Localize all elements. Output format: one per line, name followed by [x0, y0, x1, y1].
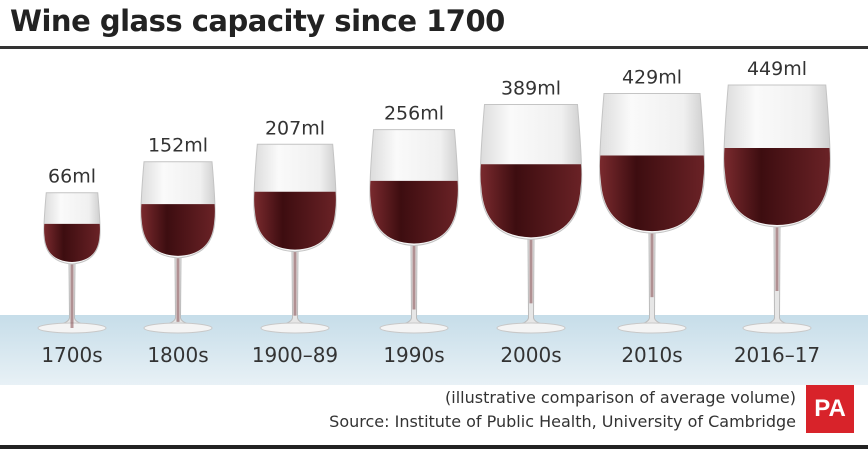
- stem-tint: [412, 243, 416, 310]
- footer-note: (illustrative comparison of average volu…: [445, 388, 796, 407]
- data-label: 256ml: [384, 103, 444, 125]
- stem-tint: [70, 262, 74, 328]
- wine-fill: [44, 223, 100, 262]
- data-label: 207ml: [265, 117, 325, 139]
- chart-area: 66ml 1700s 152ml 1800s 207ml 1900–89 256ml 1990…: [0, 58, 868, 385]
- category-label: 1700s: [41, 343, 102, 367]
- wine-glass: 152ml 1800s: [140, 135, 216, 367]
- data-label: 429ml: [622, 66, 682, 88]
- wine-fill: [254, 191, 336, 250]
- stem-tint: [176, 255, 180, 322]
- stem-tint: [529, 237, 533, 304]
- glass-base: [617, 322, 687, 334]
- bottom-divider: [0, 445, 868, 449]
- stem-tint: [650, 231, 654, 298]
- wine-glass: 449ml 2016–17: [723, 58, 831, 367]
- wine-fill: [480, 164, 582, 238]
- chart-title: Wine glass capacity since 1700: [10, 4, 505, 38]
- wine-glass: 429ml 2010s: [599, 66, 705, 367]
- glass-base: [143, 322, 213, 334]
- wine-fill: [370, 180, 458, 244]
- wine-fill: [724, 148, 830, 225]
- category-label: 1990s: [383, 343, 444, 367]
- data-label: 152ml: [148, 135, 208, 157]
- wine-glass: 66ml 1700s: [37, 166, 107, 367]
- data-label: 389ml: [501, 78, 561, 100]
- stem-tint: [775, 225, 779, 291]
- wine-fill: [141, 204, 215, 256]
- glass-base: [379, 322, 449, 334]
- stem-tint: [293, 249, 297, 316]
- footer-source: Source: Institute of Public Health, Univ…: [329, 412, 796, 431]
- category-label: 2016–17: [734, 343, 820, 367]
- glass-base: [742, 322, 812, 334]
- glass-base: [260, 322, 330, 334]
- wine-glass: 256ml 1990s: [369, 103, 459, 367]
- wine-fill: [599, 155, 705, 232]
- glass-base: [496, 322, 566, 334]
- category-label: 1900–89: [252, 343, 338, 367]
- wine-glass: 389ml 2000s: [479, 78, 583, 367]
- pa-logo: PA: [806, 385, 854, 433]
- title-divider: [0, 46, 868, 49]
- wine-glass: 207ml 1900–89: [252, 117, 338, 367]
- category-label: 1800s: [147, 343, 208, 367]
- data-label: 449ml: [747, 58, 807, 80]
- category-label: 2010s: [621, 343, 682, 367]
- data-label: 66ml: [48, 166, 96, 188]
- category-label: 2000s: [500, 343, 561, 367]
- footer-notes: (illustrative comparison of average volu…: [329, 386, 796, 434]
